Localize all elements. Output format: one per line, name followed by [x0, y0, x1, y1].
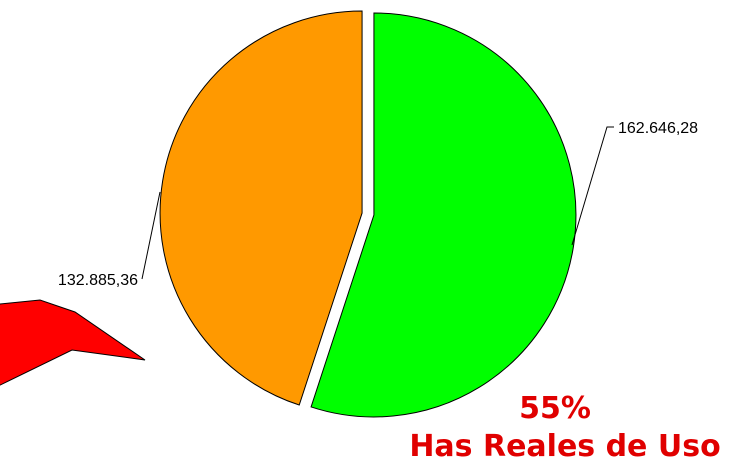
- callout-arrow: [0, 299, 146, 386]
- pie-slice: [310, 12, 577, 418]
- annotation-percent: 55%: [519, 391, 591, 426]
- pie-slices: [159, 10, 577, 418]
- pie-slice: [159, 10, 363, 406]
- slice-labels: 162.646,28 132.885,36: [58, 120, 698, 289]
- leader-line: [571, 126, 614, 246]
- leader-line: [141, 191, 161, 280]
- leader-lines: [141, 126, 614, 280]
- data-label: 132.885,36: [58, 272, 138, 289]
- annotation-text: Has Reales de Uso: [409, 429, 720, 464]
- data-label: 162.646,28: [618, 120, 698, 137]
